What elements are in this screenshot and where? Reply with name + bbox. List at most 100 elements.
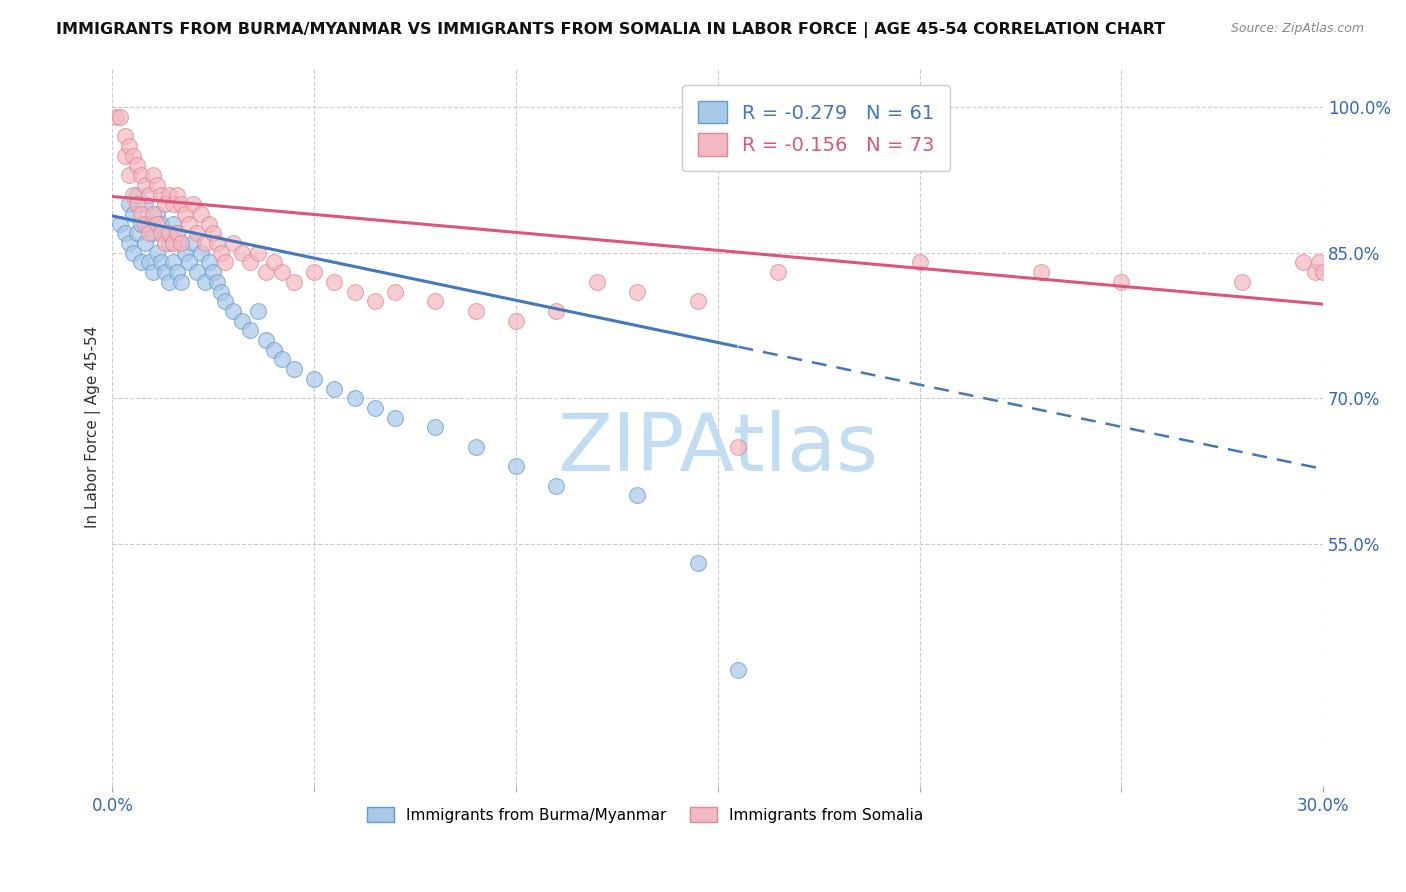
Point bbox=[1308, 255, 1330, 269]
Point bbox=[162, 197, 184, 211]
Point bbox=[384, 410, 406, 425]
Point bbox=[121, 207, 143, 221]
Point bbox=[464, 304, 486, 318]
Point bbox=[117, 236, 139, 251]
Point bbox=[908, 255, 931, 269]
Point bbox=[157, 236, 180, 251]
Point bbox=[177, 217, 200, 231]
Point bbox=[162, 217, 184, 231]
Point bbox=[149, 187, 172, 202]
Point bbox=[142, 168, 165, 182]
Text: IMMIGRANTS FROM BURMA/MYANMAR VS IMMIGRANTS FROM SOMALIA IN LABOR FORCE | AGE 45: IMMIGRANTS FROM BURMA/MYANMAR VS IMMIGRA… bbox=[56, 22, 1166, 38]
Point bbox=[239, 323, 262, 337]
Point bbox=[129, 207, 152, 221]
Point bbox=[209, 285, 232, 299]
Point bbox=[343, 391, 366, 405]
Point bbox=[323, 275, 346, 289]
Point bbox=[138, 255, 160, 269]
Point bbox=[263, 343, 285, 357]
Point bbox=[157, 227, 180, 241]
Point bbox=[222, 236, 245, 251]
Point bbox=[181, 236, 204, 251]
Text: Source: ZipAtlas.com: Source: ZipAtlas.com bbox=[1230, 22, 1364, 36]
Point bbox=[194, 236, 217, 251]
Point bbox=[384, 285, 406, 299]
Point bbox=[1232, 275, 1254, 289]
Point bbox=[271, 352, 294, 367]
Point bbox=[186, 265, 208, 279]
Point bbox=[246, 245, 269, 260]
Point bbox=[138, 217, 160, 231]
Point bbox=[254, 265, 277, 279]
Point bbox=[323, 382, 346, 396]
Text: ZIPAtlas: ZIPAtlas bbox=[557, 409, 879, 488]
Point bbox=[129, 168, 152, 182]
Point bbox=[153, 265, 176, 279]
Point bbox=[146, 207, 169, 221]
Point bbox=[149, 227, 172, 241]
Point bbox=[198, 217, 221, 231]
Point bbox=[464, 440, 486, 454]
Point bbox=[166, 187, 188, 202]
Point bbox=[149, 217, 172, 231]
Point bbox=[134, 217, 156, 231]
Point bbox=[364, 294, 387, 309]
Point bbox=[170, 236, 193, 251]
Point bbox=[138, 227, 160, 241]
Point bbox=[177, 255, 200, 269]
Point bbox=[505, 459, 527, 474]
Point bbox=[207, 236, 229, 251]
Point bbox=[626, 285, 648, 299]
Point bbox=[114, 129, 136, 144]
Point bbox=[505, 313, 527, 327]
Point bbox=[138, 187, 160, 202]
Point bbox=[254, 333, 277, 347]
Point bbox=[162, 255, 184, 269]
Point bbox=[727, 663, 749, 677]
Point bbox=[174, 207, 197, 221]
Point bbox=[121, 187, 143, 202]
Point bbox=[190, 245, 212, 260]
Point bbox=[626, 488, 648, 502]
Point bbox=[190, 207, 212, 221]
Point bbox=[686, 294, 709, 309]
Point bbox=[170, 197, 193, 211]
Point bbox=[231, 313, 253, 327]
Point bbox=[768, 265, 790, 279]
Point bbox=[1111, 275, 1133, 289]
Point bbox=[125, 227, 148, 241]
Point bbox=[1292, 255, 1315, 269]
Point bbox=[202, 227, 225, 241]
Point bbox=[546, 304, 568, 318]
Point bbox=[134, 236, 156, 251]
Point bbox=[166, 227, 188, 241]
Point bbox=[425, 294, 447, 309]
Point bbox=[302, 265, 325, 279]
Point bbox=[129, 255, 152, 269]
Point bbox=[263, 255, 285, 269]
Point bbox=[166, 265, 188, 279]
Legend: R = -0.279   N = 61, R = -0.156   N = 73: R = -0.279 N = 61, R = -0.156 N = 73 bbox=[682, 86, 950, 171]
Point bbox=[142, 265, 165, 279]
Point bbox=[202, 265, 225, 279]
Point bbox=[364, 401, 387, 415]
Point bbox=[246, 304, 269, 318]
Point bbox=[153, 197, 176, 211]
Point bbox=[117, 168, 139, 182]
Point bbox=[170, 275, 193, 289]
Point bbox=[214, 255, 236, 269]
Point bbox=[222, 304, 245, 318]
Point bbox=[157, 187, 180, 202]
Point bbox=[727, 440, 749, 454]
Point bbox=[214, 294, 236, 309]
Point bbox=[125, 159, 148, 173]
Point bbox=[1312, 265, 1334, 279]
Point bbox=[209, 245, 232, 260]
Point bbox=[125, 187, 148, 202]
Point bbox=[121, 149, 143, 163]
Point bbox=[207, 275, 229, 289]
Point bbox=[105, 110, 128, 124]
Point bbox=[114, 149, 136, 163]
Point bbox=[149, 255, 172, 269]
Point bbox=[174, 245, 197, 260]
